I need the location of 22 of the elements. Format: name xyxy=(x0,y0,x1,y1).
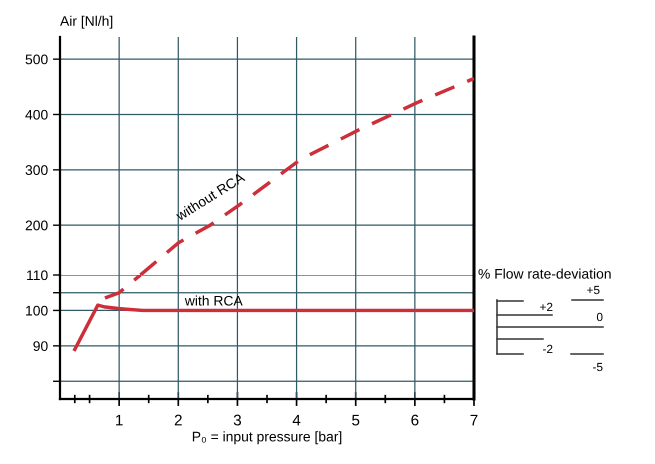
text: +2 xyxy=(540,302,552,312)
text: % Flow rate-deviation xyxy=(478,268,611,279)
y-tick-label: 200 xyxy=(26,220,48,230)
y-tick-label: 300 xyxy=(26,165,48,176)
x-tick-label: 4 xyxy=(292,414,300,426)
text: -5 xyxy=(593,362,603,372)
text: +5 xyxy=(587,286,600,294)
x-tick-label: 1 xyxy=(116,414,123,426)
y-tick-label: 100 xyxy=(26,306,48,316)
y-axis-title: Air [Nl/h] xyxy=(60,16,112,29)
x-tick-label: 6 xyxy=(411,414,418,426)
x-tick-label: 3 xyxy=(234,414,242,426)
x-tick-label: 2 xyxy=(174,414,182,426)
text: -2 xyxy=(543,344,552,354)
y-tick-label: 400 xyxy=(25,110,48,120)
y-tick-label: 110 xyxy=(27,270,48,280)
x-axis-title: P₀ = input pressure [bar] xyxy=(192,431,342,444)
y-tick-label: 500 xyxy=(26,54,48,64)
x-tick-label: 7 xyxy=(470,414,478,426)
x-tick-label: 5 xyxy=(352,414,360,426)
text: 0 xyxy=(596,312,603,322)
y-tick-label: 90 xyxy=(33,341,48,352)
